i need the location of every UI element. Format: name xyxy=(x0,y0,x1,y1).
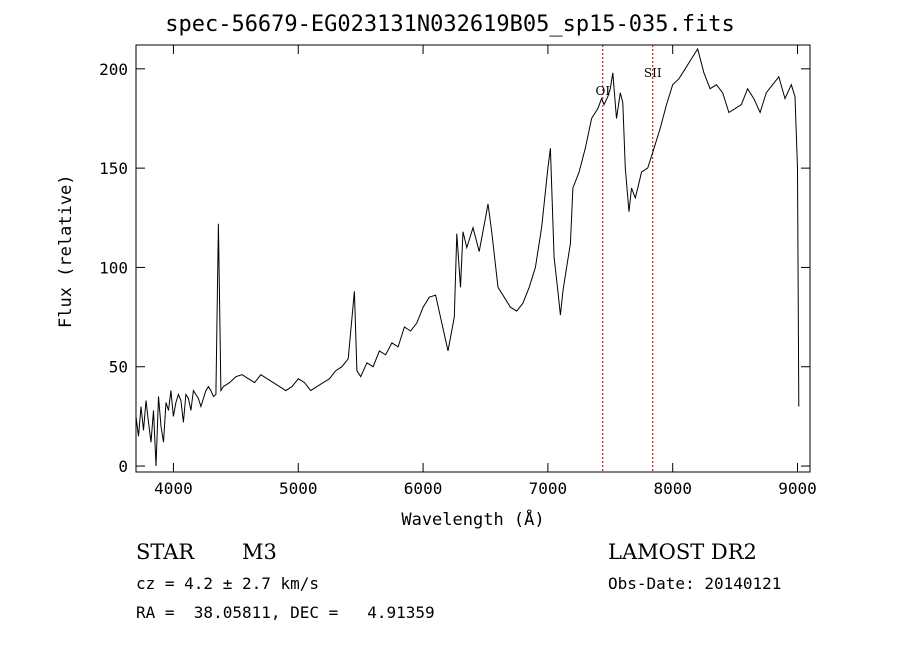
redshift-velocity: cz = 4.2 ± 2.7 km/s xyxy=(136,574,320,593)
chart-title: spec-56679-EG023131N032619B05_sp15-035.f… xyxy=(165,12,735,37)
y-axis-label: Flux (relative) xyxy=(56,174,76,328)
x-tick-label: 5000 xyxy=(279,479,318,498)
x-tick-label: 7000 xyxy=(529,479,568,498)
y-tick-label: 100 xyxy=(99,258,128,277)
observation-date: Obs-Date: 20140121 xyxy=(608,574,782,593)
x-tick-label: 8000 xyxy=(653,479,692,498)
plot-frame xyxy=(135,44,811,473)
marker-label: OI xyxy=(596,84,611,98)
x-tick-label: 9000 xyxy=(778,479,817,498)
spectrum-line xyxy=(135,47,800,467)
coordinates: RA = 38.05811, DEC = 4.91359 xyxy=(136,603,435,622)
line-markers: OI SII xyxy=(596,45,662,472)
x-tick-label: 4000 xyxy=(154,479,193,498)
axis-ticks: 4000 5000 6000 7000 8000 9000 0 50 100 150 200 xyxy=(99,45,817,498)
x-tick-label: 6000 xyxy=(404,479,443,498)
marker-label: SII xyxy=(644,66,662,80)
object-subclass: M3 xyxy=(242,540,277,564)
object-class: STAR xyxy=(136,540,195,564)
y-tick-label: 50 xyxy=(109,358,128,377)
y-tick-label: 200 xyxy=(99,60,128,79)
survey-name: LAMOST DR2 xyxy=(608,540,757,564)
x-axis-label: Wavelength (Å) xyxy=(401,510,545,530)
y-tick-label: 0 xyxy=(118,457,128,476)
y-tick-label: 150 xyxy=(99,159,128,178)
